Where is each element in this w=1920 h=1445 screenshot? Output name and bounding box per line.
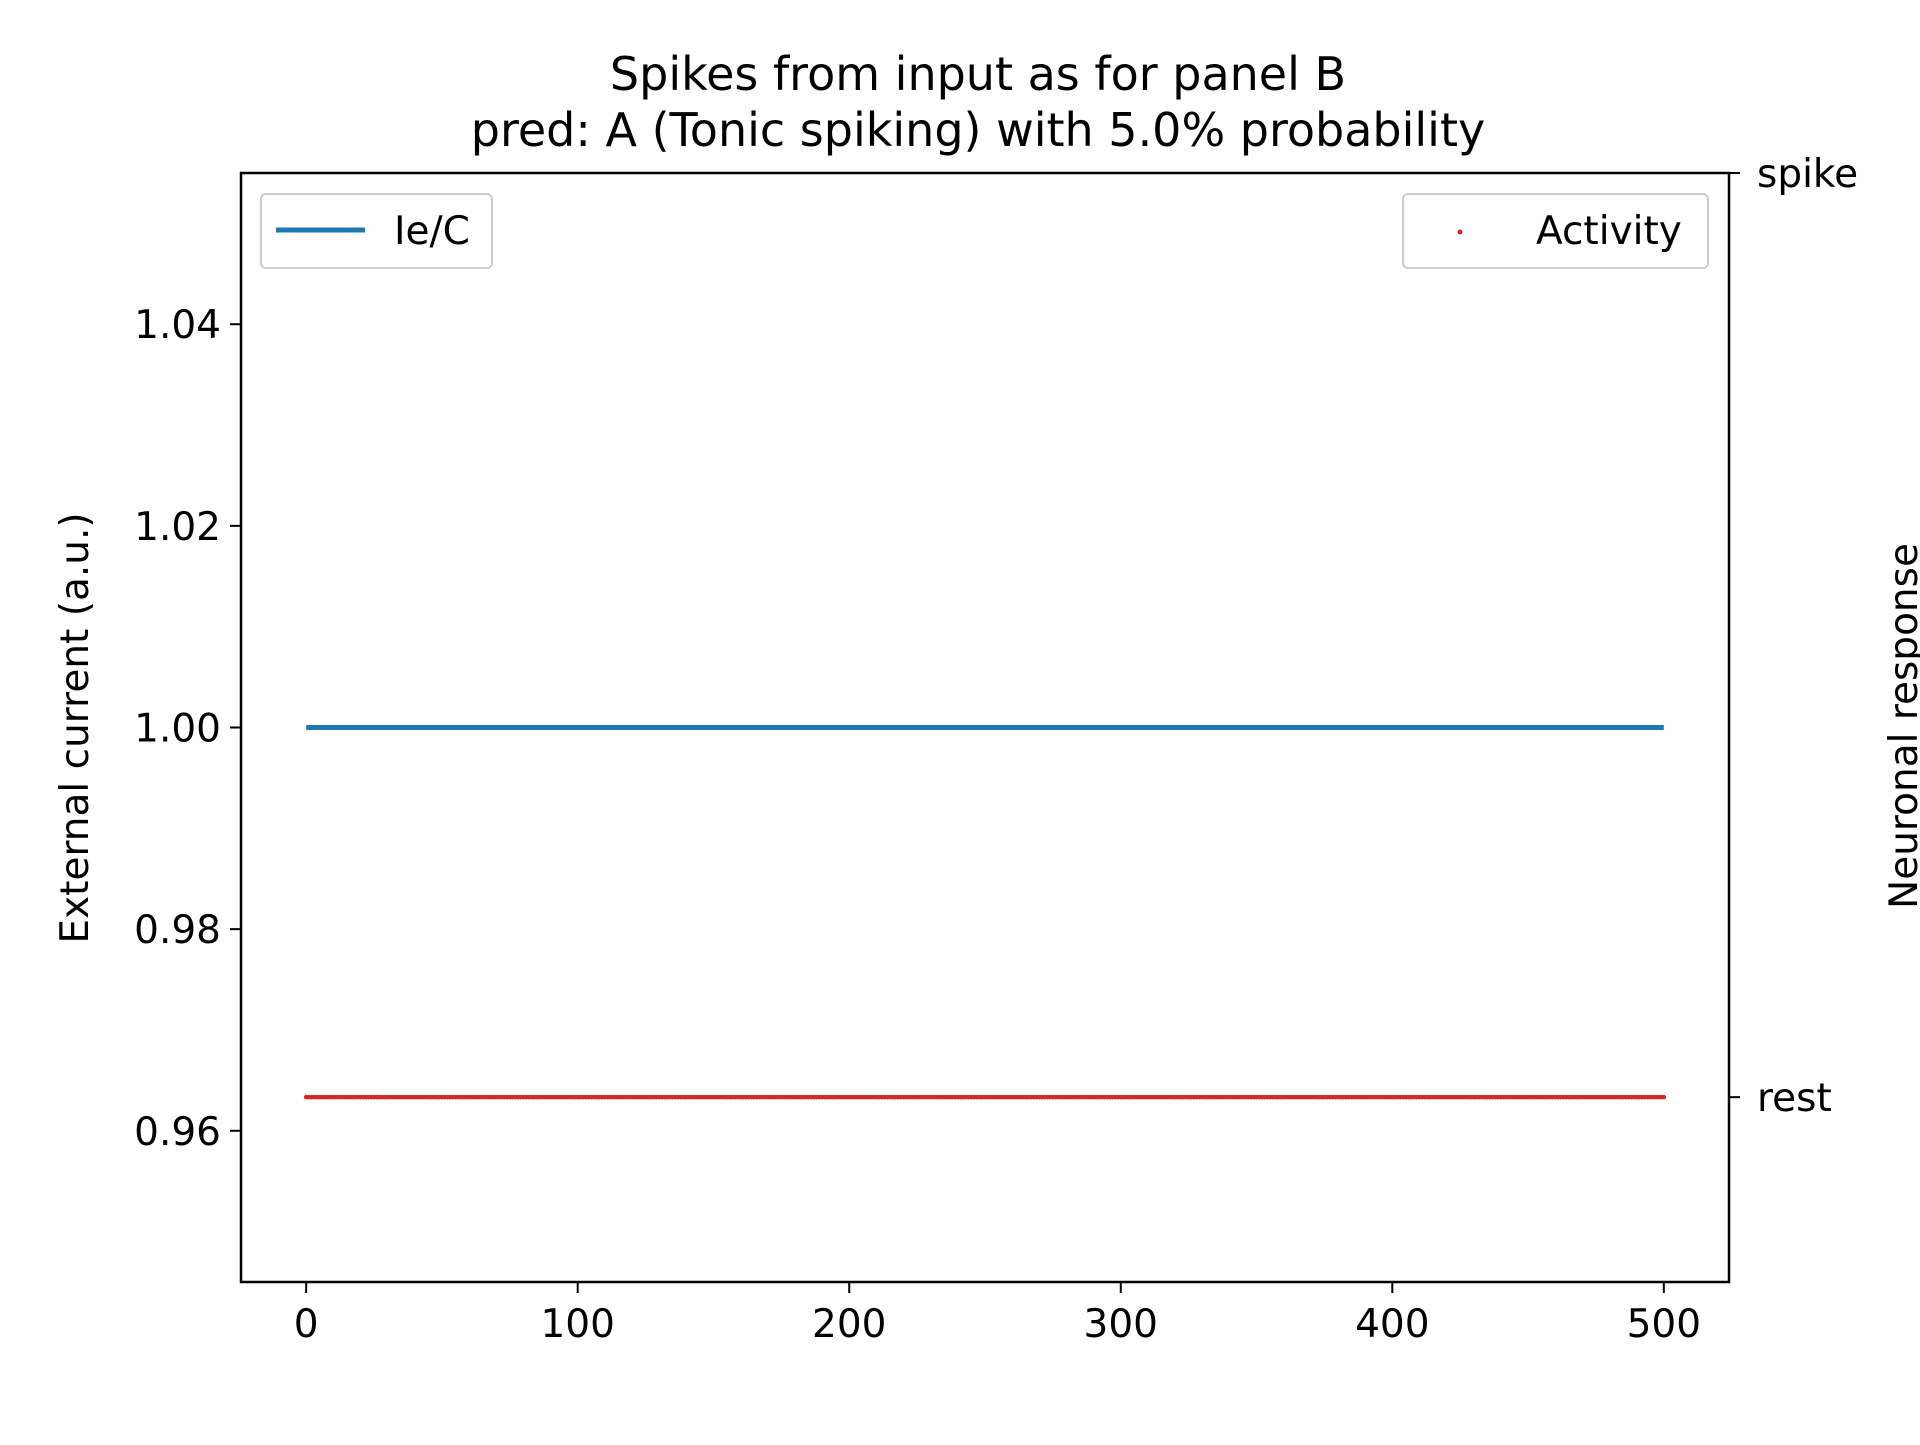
y-left-tick-label: 1.00	[134, 707, 221, 752]
y-left-tick-label: 1.02	[134, 505, 221, 550]
legend-activity-marker	[1457, 229, 1463, 235]
axes-layer: 0 100 200 300 400 500 0.96 0.98 1.00 1.02 1.04 rest…	[134, 152, 1858, 1347]
y-axis-label-left: External current (a.u.)	[53, 512, 98, 943]
legend-activity-label: Activity	[1536, 209, 1682, 254]
legend-ie-c-label: Ie/C	[394, 209, 470, 254]
x-tick-label: 200	[812, 1302, 886, 1347]
x-tick-label: 500	[1627, 1302, 1701, 1347]
chart-title-line-2: pred: A (Tonic spiking) with 5.0% probab…	[471, 103, 1485, 157]
legend-ie-c-box	[260, 193, 493, 269]
y-left-tick-label: 0.98	[134, 908, 221, 953]
activity-point	[1661, 1094, 1667, 1100]
y-left-tick-label: 0.96	[134, 1110, 221, 1155]
series-layer	[303, 725, 1667, 1100]
x-tick-label: 300	[1084, 1302, 1158, 1347]
series-activity-points	[303, 1094, 1667, 1100]
chart-title-line-1: Spikes from input as for panel B	[610, 47, 1346, 101]
y-right-tick-label: rest	[1757, 1076, 1832, 1121]
y-left-tick-label: 1.04	[134, 303, 221, 348]
x-tick-label: 400	[1355, 1302, 1429, 1347]
legend-activity: Activity	[1402, 193, 1709, 269]
x-tick-label: 100	[540, 1302, 614, 1347]
y-axis-label-right: Neuronal response	[1882, 543, 1920, 909]
legend-activity-box	[1402, 193, 1709, 269]
y-right-tick-label: spike	[1757, 152, 1858, 197]
x-tick-label: 0	[294, 1302, 319, 1347]
legend-ie-c: Ie/C	[260, 193, 493, 269]
